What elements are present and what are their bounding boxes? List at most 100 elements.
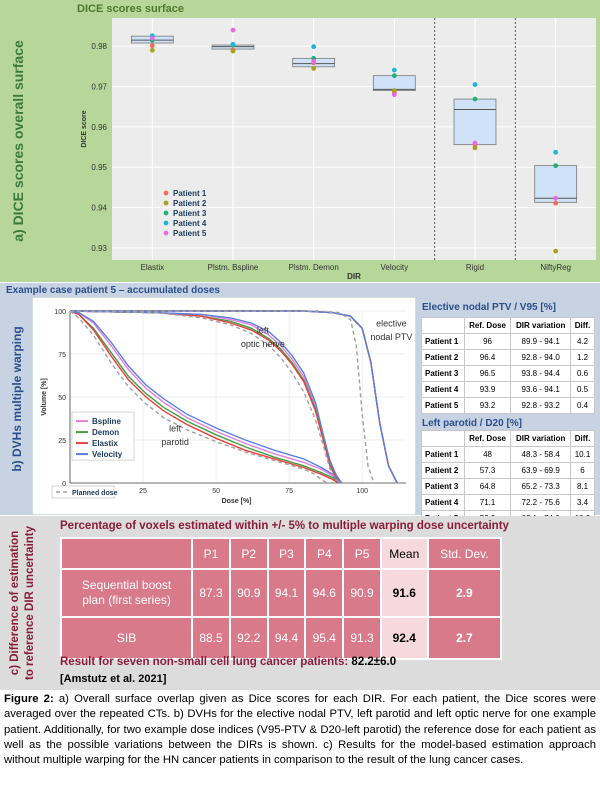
chart-frame (32, 297, 416, 515)
data-point (472, 82, 478, 87)
x-tick-label: Plstm. Bspline (208, 263, 259, 272)
structure-annotation: left (169, 423, 182, 433)
table-cell: 71.1 (463, 494, 512, 511)
header-mean: Mean (379, 537, 429, 570)
header-p1: P1 (191, 537, 231, 570)
table-row: Patient 2 96.4 92.8 - 94.0 1.2 (421, 349, 595, 366)
svg-text:a) DICE scores overall surface: a) DICE scores overall surface (10, 40, 26, 242)
dice-box-chart: 0.98 0.97 0.96 0.95 0.94 0.93 Elastix Plstm. Bs… (81, 18, 596, 281)
header-p4: P4 (304, 537, 345, 570)
panel-a-title: DICE scores surface (77, 3, 184, 15)
legend-marker (163, 190, 169, 196)
y-tick-label: 0.94 (91, 204, 107, 213)
std-dev-cell: 2.7 (426, 616, 503, 660)
panel-a-side-label: a) DICE scores overall surface (10, 40, 26, 242)
table-cell: 96.4 (463, 349, 512, 366)
table-cell: 0.6 (570, 365, 595, 382)
legend-label: Velocity (92, 450, 123, 459)
header-std-dev: Std. Dev. (426, 537, 503, 570)
lung-result-value: 82.2±6.0 (351, 656, 397, 668)
svg-text:to reference DIR uncertainty: to reference DIR uncertainty (24, 525, 36, 680)
ptv-v95-table: Ref. Dose DIR variation Diff. Patient 1 96 89… (421, 317, 595, 414)
row-label-sequential: Sequential boost plan (first series) (59, 568, 194, 618)
reference-citation: [Amstutz et al. 2021] (60, 673, 167, 685)
dvh-series-line (69, 310, 340, 484)
table-cell: Patient 5 (421, 397, 465, 414)
panel-c-heading: Percentage of voxels estimated within +/… (60, 520, 509, 532)
row-label-line1: Sequential boost (81, 578, 172, 592)
voxel-estimation-table: P1 P2 P3 P4 P5 Mean Std. Dev. Sequential… (59, 537, 503, 660)
table-row: Patient 2 57.3 63.9 - 69.9 6 (421, 462, 595, 479)
table-row: Patient 4 93.9 93.6 - 94.1 0.5 (421, 381, 595, 398)
panel-b-title: Example case patient 5 – accumulated dos… (6, 285, 220, 296)
table-cell: 89.9 - 94.1 (510, 333, 572, 350)
mean-cell: 92.4 (379, 616, 429, 660)
data-point (472, 96, 478, 102)
table-cell: 65.2 - 73.3 (510, 478, 572, 495)
table-cell: Patient 3 (421, 365, 465, 382)
y-tick-label: 0.97 (91, 83, 107, 92)
x-tick-label: 50 (212, 488, 220, 495)
table-cell: 6 (570, 462, 595, 479)
table-header-cell (421, 430, 465, 447)
y-axis-label: Volume [%] (41, 378, 48, 416)
data-point (311, 44, 317, 50)
y-axis-label: DICE score (81, 110, 88, 147)
table-cell: 64.8 (463, 478, 512, 495)
table-cell: 93.9 (463, 381, 512, 398)
data-point (553, 149, 559, 155)
table-cell: Patient 1 (421, 333, 465, 350)
table-row: Patient 3 96.5 93.8 - 94.4 0.6 (421, 365, 595, 382)
structure-annotation: optic nerve (241, 339, 285, 349)
table-cell: Patient 4 (421, 494, 465, 511)
legend-label: Demon (92, 428, 119, 437)
table-cell: 92.8 - 94.0 (510, 349, 572, 366)
x-tick-label: 25 (139, 488, 147, 495)
y-tick-label: 0.98 (91, 42, 107, 51)
table-cell: 90.9 (342, 568, 382, 618)
data-point (391, 67, 397, 73)
table-row: Patient 3 64.8 65.2 - 73.3 8.1 (421, 478, 595, 495)
y-tick-label: 0.93 (91, 244, 107, 253)
table-row: Patient 1 96 89.9 - 94.1 4.2 (421, 333, 595, 350)
table-cell: 0.4 (570, 397, 595, 414)
std-dev-cell: 2.9 (426, 568, 503, 618)
table-cell: 0.5 (570, 381, 595, 398)
structure-annotation: elective (376, 318, 407, 328)
y-tick-label: 100 (54, 309, 66, 316)
data-point (311, 59, 317, 64)
table-cell: 3.4 (570, 494, 595, 511)
table-header-row: Ref. Dose DIR variation Diff. (421, 430, 595, 447)
table-cell: Patient 2 (421, 349, 465, 366)
x-tick-label: NiftyReg (540, 263, 571, 272)
data-point (149, 47, 155, 53)
svg-text:c) Difference of estimation: c) Difference of estimation (9, 531, 21, 675)
table-cell: Patient 4 (421, 381, 465, 398)
data-point (472, 145, 478, 151)
table-cell: 90.9 (228, 568, 269, 618)
data-point (230, 41, 236, 47)
data-point (149, 43, 155, 49)
table-header-cell (421, 317, 465, 334)
dvh-series-line (69, 310, 343, 484)
structure-annotation: parotid (161, 437, 189, 447)
parotid-d20-table: Ref. Dose DIR variation Diff. Patient 1 48 48… (421, 430, 595, 527)
y-tick-label: 0.96 (91, 123, 107, 132)
table-cell: 57.3 (463, 462, 512, 479)
y-tick-label: 75 (58, 352, 66, 359)
legend-label: Patient 3 (173, 209, 207, 218)
table-cell: 48 (463, 446, 512, 463)
table-cell: 10.1 (570, 446, 595, 463)
table-row: Patient 5 93.2 92.8 - 93.2 0.4 (421, 397, 595, 414)
mean-cell: 91.6 (379, 568, 429, 618)
table-cell: 87.3 (191, 568, 231, 618)
table-header-row: Ref. Dose DIR variation Diff. (421, 317, 595, 334)
panel-c-side-label: c) Difference of estimation to reference… (9, 525, 36, 680)
table-cell: 88.5 (191, 616, 231, 660)
table-cell: 93.8 - 94.4 (510, 365, 572, 382)
header-empty (59, 537, 194, 570)
x-axis-label: Dose [%] (222, 498, 252, 505)
figure-caption: Figure 2: a) Overall surface overlap giv… (4, 692, 596, 768)
data-point (230, 27, 236, 33)
dvh-series-line (70, 310, 398, 484)
